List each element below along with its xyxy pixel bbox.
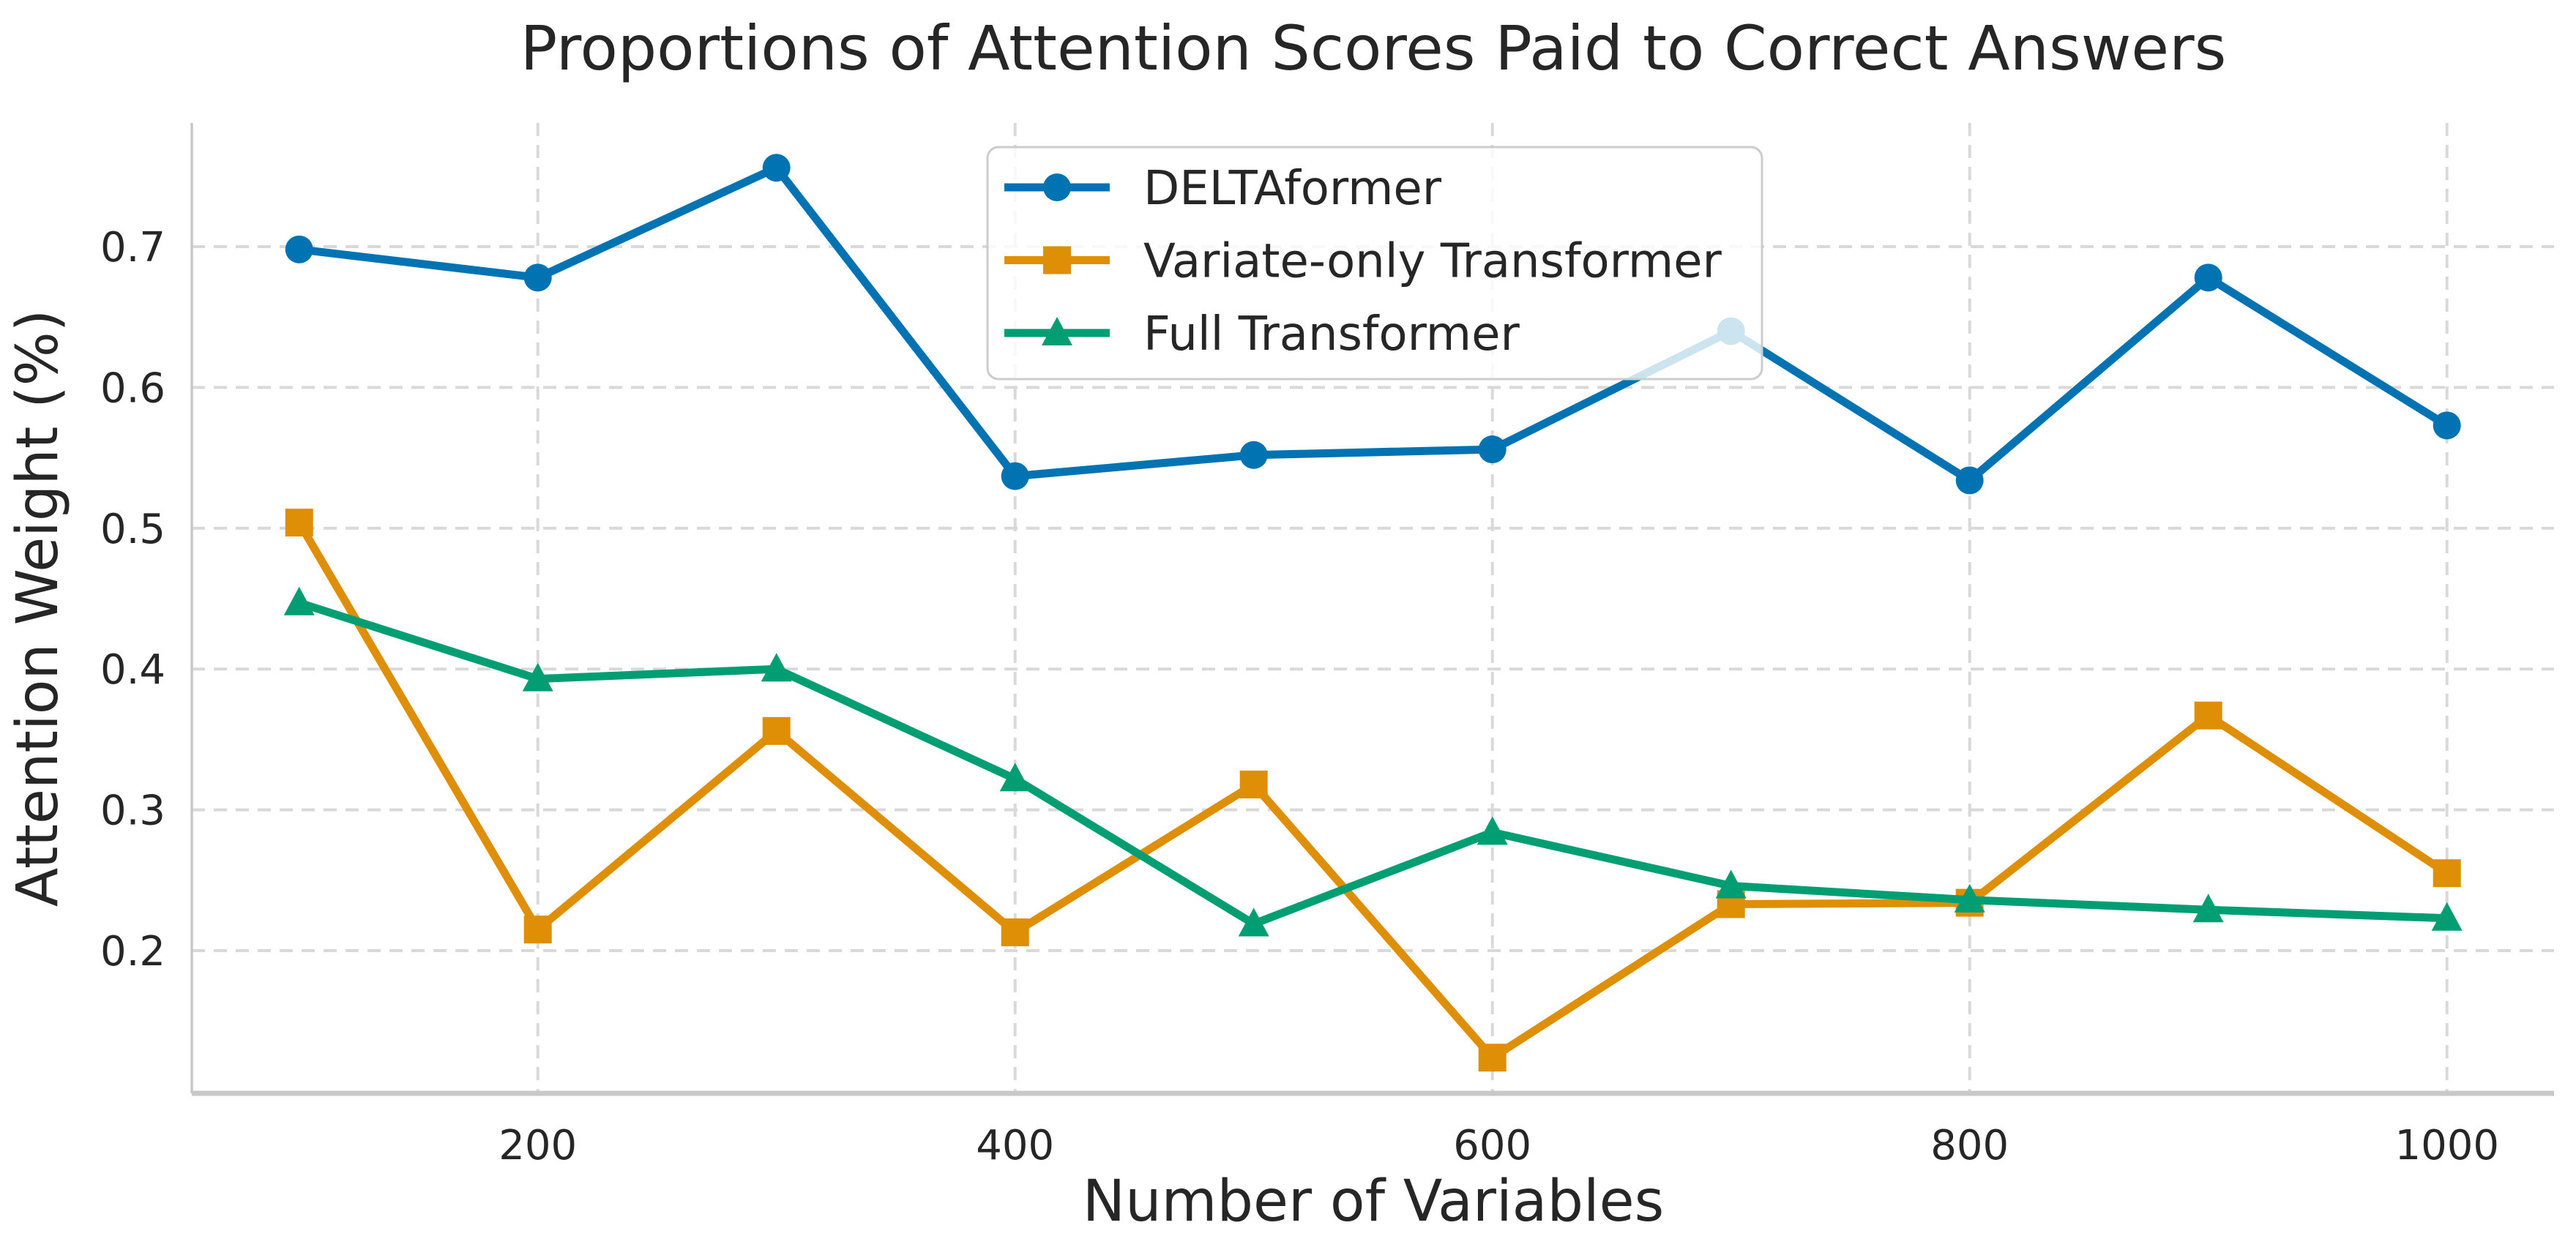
- series-variate-only-transformer-marker: [762, 716, 791, 745]
- series-deltaformer-marker: [1001, 462, 1029, 490]
- series-full-transformer-marker: [999, 763, 1031, 792]
- y-tick-label: 0.5: [100, 506, 165, 553]
- y-tick-label: 0.7: [100, 224, 165, 272]
- y-tick-label: 0.6: [100, 364, 165, 412]
- x-tick-labels: 200 400 600 800 1000: [499, 1122, 2499, 1169]
- series-layer: [283, 154, 2463, 1072]
- series-variate-only-transformer-line: [295, 520, 2449, 1062]
- series-full-transformer-marker: [761, 653, 792, 682]
- x-tick-label: 800: [1930, 1122, 2009, 1169]
- chart-title: Proportions of Attention Scores Paid to …: [520, 12, 2227, 84]
- series-variate-only-transformer-marker: [2433, 859, 2461, 888]
- series-variate-only-transformer-marker: [1001, 918, 1029, 946]
- legend-item: Variate-only Transformer: [1004, 235, 1722, 289]
- y-tick-label: 0.2: [100, 928, 165, 976]
- x-tick-label: 1000: [2394, 1122, 2499, 1169]
- legend-label: Variate-only Transformer: [1143, 235, 1722, 289]
- legend: DELTAformer Variate-only Transformer Full …: [986, 146, 1763, 381]
- series-deltaformer-line: [299, 163, 2449, 484]
- series-deltaformer-marker: [523, 263, 552, 292]
- series-deltaformer-marker: [285, 235, 313, 263]
- series-variate-only-transformer-marker: [2194, 701, 2222, 730]
- series-full-transformer-marker: [1476, 816, 1508, 845]
- series-variate-only-transformer-marker: [523, 916, 552, 944]
- legend-item: DELTAformer: [1004, 162, 1442, 216]
- series-full-transformer-line: [298, 599, 2447, 928]
- series-deltaformer-marker: [2194, 263, 2222, 292]
- series-variate-only-transformer-marker: [1478, 1044, 1507, 1072]
- x-tick-label: 600: [1453, 1122, 1531, 1169]
- y-tick-label: 0.3: [100, 787, 165, 835]
- axes-spines: [190, 123, 2554, 1096]
- series-deltaformer-marker: [2433, 411, 2461, 440]
- series-variate-only-transformer: [285, 509, 2461, 1072]
- series-deltaformer-marker: [1955, 466, 1984, 495]
- series-full-transformer-marker: [283, 586, 315, 615]
- legend-label: Full Transformer: [1143, 307, 1520, 362]
- x-tick-label: 200: [499, 1122, 577, 1169]
- series-full-transformer-marker: [1954, 883, 1985, 913]
- y-tick-labels: 0.2 0.3 0.4 0.5 0.6 0.7: [100, 224, 165, 976]
- series-deltaformer-marker: [1478, 435, 1507, 464]
- x-axis-label: Number of Variables: [1083, 1169, 1665, 1235]
- series-full-transformer-marker: [2192, 894, 2224, 923]
- legend-label: DELTAformer: [1143, 162, 1442, 216]
- series-variate-only-transformer-marker: [285, 509, 313, 537]
- legend-box: [986, 146, 1763, 381]
- series-variate-only-transformer-marker: [1239, 770, 1268, 798]
- legend-circle-icon: [1043, 173, 1071, 201]
- series-full-transformer-marker: [1238, 907, 1269, 937]
- series-full-transformer-marker: [1715, 869, 1747, 899]
- series-full-transformer-marker: [2431, 902, 2463, 931]
- legend-triangle-icon: [1042, 317, 1072, 345]
- x-tick-label: 400: [976, 1122, 1054, 1169]
- y-tick-label: 0.4: [100, 646, 165, 694]
- series-full-transformer: [283, 586, 2463, 937]
- series-deltaformer-marker: [762, 154, 791, 182]
- legend-square-icon: [1043, 246, 1071, 274]
- legend-item: Full Transformer: [1004, 307, 1520, 362]
- series-full-transformer-marker: [522, 662, 553, 692]
- series-deltaformer-marker: [1239, 441, 1268, 469]
- y-axis-label: Attention Weight (%): [5, 310, 71, 907]
